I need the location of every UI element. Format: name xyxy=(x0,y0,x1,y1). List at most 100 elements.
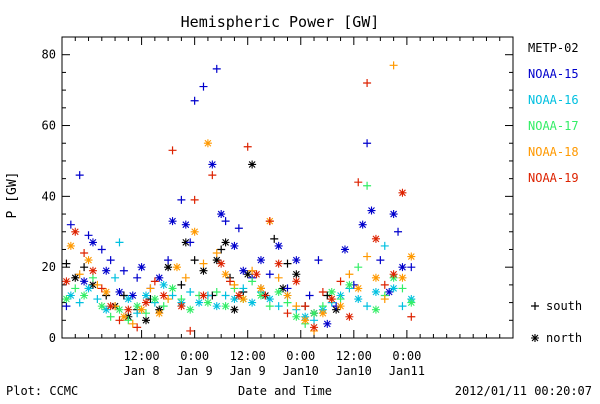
data-point-noaa-18-south xyxy=(128,319,137,328)
x-tick-sublabel: Jan10 xyxy=(283,364,319,378)
data-point-noaa-19-south xyxy=(301,302,310,311)
data-point-noaa-15-south xyxy=(66,220,75,229)
data-point-noaa-18-south xyxy=(345,270,354,279)
data-point-noaa-16-south xyxy=(398,302,407,311)
data-point-noaa-17-south xyxy=(336,295,345,304)
data-point-noaa-19-south xyxy=(115,316,124,325)
data-point-noaa-19-north xyxy=(327,295,336,304)
plot-credit: Plot: CCMC xyxy=(6,384,78,398)
data-point-noaa-15-south xyxy=(212,64,221,73)
data-point-noaa-17-south xyxy=(265,302,274,311)
data-point-noaa-19-north xyxy=(274,259,283,268)
data-point-noaa-17-south xyxy=(177,295,186,304)
data-point-noaa-17-south xyxy=(318,302,327,311)
data-point-noaa-19-south xyxy=(380,280,389,289)
data-point-noaa-19-south xyxy=(150,277,159,286)
data-point-noaa-15-south xyxy=(199,82,208,91)
legend-entry: NOAA-18 xyxy=(528,145,579,159)
data-point-noaa-18-north xyxy=(155,309,164,318)
data-point-noaa-17-south xyxy=(88,273,97,282)
data-point-noaa-16-north xyxy=(389,284,398,293)
data-point-metp-02-north xyxy=(243,270,252,279)
data-point-noaa-16-south xyxy=(380,241,389,250)
data-point-metp-02-north xyxy=(279,284,288,293)
data-point-noaa-19-south xyxy=(97,284,106,293)
data-point-noaa-18-north xyxy=(190,227,199,236)
data-point-noaa-15-north xyxy=(137,263,146,272)
data-point-metp-02-south xyxy=(217,245,226,254)
data-point-noaa-15-north xyxy=(168,217,177,226)
data-point-noaa-17-south xyxy=(212,287,221,296)
data-point-noaa-18-north xyxy=(102,287,111,296)
data-point-noaa-18-south xyxy=(93,280,102,289)
data-point-noaa-18-north xyxy=(371,273,380,282)
data-point-noaa-19-north xyxy=(398,188,407,197)
y-tick-label: 0 xyxy=(49,331,56,345)
data-point-noaa-17-north xyxy=(186,305,195,314)
data-point-noaa-16-south xyxy=(115,238,124,247)
data-point-noaa-19-north xyxy=(124,305,133,314)
data-point-noaa-19-south xyxy=(354,178,363,187)
data-point-noaa-15-north xyxy=(292,256,301,265)
data-point-noaa-17-south xyxy=(106,312,115,321)
data-point-noaa-17-north xyxy=(310,309,319,318)
data-point-noaa-17-south xyxy=(398,284,407,293)
data-point-noaa-18-north xyxy=(318,309,327,318)
x-tick-label: 12:00 xyxy=(124,349,160,363)
data-point-noaa-17-north xyxy=(133,302,142,311)
data-point-noaa-15-south xyxy=(177,195,186,204)
data-point-noaa-15-south xyxy=(283,284,292,293)
data-point-noaa-18-north xyxy=(256,284,265,293)
data-point-metp-02-south xyxy=(270,234,279,243)
y-tick-label: 80 xyxy=(42,48,56,62)
data-point-noaa-16-north xyxy=(248,298,257,307)
data-point-noaa-18-south xyxy=(164,295,173,304)
data-point-noaa-16-north xyxy=(102,305,111,314)
data-point-metp-02-south xyxy=(119,291,128,300)
data-point-noaa-19-south xyxy=(80,249,89,258)
x-tick-label: 12:00 xyxy=(336,349,372,363)
data-point-noaa-19-south xyxy=(186,326,195,335)
data-point-noaa-15-south xyxy=(190,96,199,105)
data-point-noaa-17-south xyxy=(248,277,257,286)
data-point-metp-02-south xyxy=(80,263,89,272)
data-point-noaa-19-north xyxy=(177,302,186,311)
data-point-noaa-16-north xyxy=(265,295,274,304)
data-point-noaa-16-south xyxy=(274,302,283,311)
data-point-noaa-18-south xyxy=(75,270,84,279)
data-point-metp-02-south xyxy=(177,280,186,289)
data-point-noaa-16-south xyxy=(363,302,372,311)
data-point-noaa-18-north xyxy=(336,302,345,311)
x-tick-label: 0:00 xyxy=(180,349,209,363)
data-point-noaa-17-north xyxy=(221,302,230,311)
data-point-noaa-17-north xyxy=(327,287,336,296)
data-point-noaa-15-north xyxy=(208,160,217,169)
x-tick-label: 0:00 xyxy=(392,349,421,363)
data-point-noaa-15-south xyxy=(314,256,323,265)
data-point-noaa-19-north xyxy=(234,291,243,300)
data-point-noaa-19-south xyxy=(190,195,199,204)
data-point-noaa-19-south xyxy=(283,309,292,318)
data-point-noaa-16-north xyxy=(124,295,133,304)
data-point-noaa-18-north xyxy=(137,305,146,314)
data-point-noaa-15-north xyxy=(115,287,124,296)
data-point-noaa-18-south xyxy=(292,302,301,311)
data-point-metp-02-south xyxy=(62,259,71,268)
data-point-metp-02-north xyxy=(199,266,208,275)
data-point-metp-02-north xyxy=(142,316,151,325)
data-point-noaa-15-south xyxy=(234,224,243,233)
data-point-noaa-19-north xyxy=(106,302,115,311)
data-point-noaa-18-north xyxy=(119,312,128,321)
data-point-noaa-15-south xyxy=(265,270,274,279)
legend-north-label: north xyxy=(546,331,582,345)
data-point-noaa-15-north xyxy=(88,238,97,247)
data-point-noaa-19-north xyxy=(252,270,261,279)
plot-timestamp: 2012/01/11 00:20:07 xyxy=(455,384,592,398)
data-point-noaa-18-north xyxy=(239,295,248,304)
data-point-noaa-18-south xyxy=(199,259,208,268)
legend-south-label: south xyxy=(546,299,582,313)
y-tick-label: 40 xyxy=(42,189,56,203)
data-point-noaa-15-north xyxy=(155,273,164,282)
x-tick-label: 0:00 xyxy=(286,349,315,363)
